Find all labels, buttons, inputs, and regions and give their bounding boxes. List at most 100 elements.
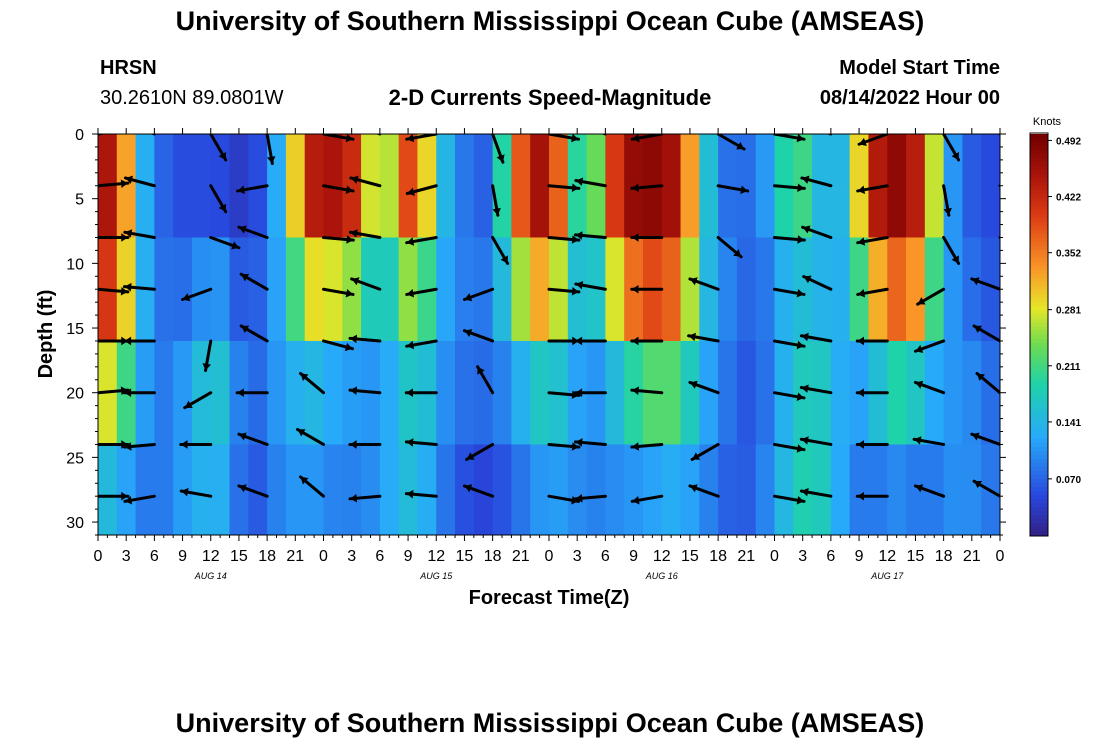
heat-cell (116, 134, 137, 239)
heat-cell (436, 237, 456, 342)
current-vector (209, 235, 241, 250)
current-vector (972, 479, 1000, 498)
current-vector (912, 436, 946, 446)
heat-cell (530, 237, 550, 342)
x-tick-label: 0 (770, 548, 779, 565)
current-vector (630, 284, 664, 294)
heat-cell (849, 134, 870, 239)
current-vector (348, 386, 382, 395)
current-vector (573, 438, 607, 447)
current-vector (802, 275, 833, 291)
y-tick-label: 0 (75, 127, 84, 144)
heat-cell (830, 237, 851, 342)
heat-cell (455, 444, 475, 535)
current-vector (237, 484, 269, 498)
y-tick-label: 10 (66, 256, 84, 273)
current-vector (149, 134, 156, 136)
heat-cell (887, 340, 907, 446)
heat-cell (661, 134, 682, 239)
current-vector (98, 134, 122, 136)
y-tick-label: 15 (66, 321, 84, 338)
heat-cell (924, 444, 945, 535)
day-labels: AUG 14 AUG 15 AUG 16 AUG 17 (194, 571, 905, 581)
colorbar: Knots 0.492 0.422 0.352 0.281 0.211 0.141 0.07… (1029, 116, 1081, 537)
heat-cell (379, 134, 400, 239)
heat-cell (342, 134, 362, 239)
current-vector (404, 438, 438, 447)
heat-cell (699, 134, 719, 239)
heat-cell (361, 237, 381, 342)
current-vector (942, 184, 952, 217)
current-vector (237, 432, 269, 446)
heat-cell (755, 340, 776, 446)
heat-cell (736, 340, 757, 446)
current-vector (857, 134, 889, 146)
heat-cell (191, 444, 212, 535)
current-vector (716, 134, 746, 151)
current-vector (799, 384, 833, 395)
heat-cell (924, 134, 945, 239)
current-vector (547, 494, 581, 505)
heat-cell (229, 444, 249, 535)
x-tick-label: 0 (94, 548, 103, 565)
footer-title: University of Southern Mississippi Ocean… (175, 708, 925, 738)
current-vector (348, 334, 382, 344)
heat-cell (98, 444, 118, 535)
heat-cell (436, 444, 456, 535)
heat-cell (154, 340, 174, 446)
heat-cell (661, 444, 682, 535)
heat-cell (887, 237, 907, 342)
heat-cell (135, 134, 155, 239)
current-vector (773, 287, 806, 298)
current-vector (856, 287, 889, 298)
heat-cell (718, 444, 738, 535)
heat-cell (229, 237, 249, 342)
heat-cell (868, 444, 888, 535)
current-vector (547, 183, 581, 193)
heat-cell (511, 134, 531, 239)
current-vector (265, 134, 276, 166)
current-vector (123, 175, 156, 188)
current-vector (375, 134, 382, 136)
x-tick-label: 3 (798, 548, 807, 565)
heat-cell (342, 237, 362, 342)
current-vector (179, 487, 213, 498)
day-label: AUG 16 (645, 571, 678, 581)
heat-cell (398, 444, 419, 535)
heat-cell (342, 340, 362, 446)
current-vector (690, 442, 720, 461)
heat-cell (229, 134, 249, 239)
current-vector (322, 235, 355, 244)
heat-cell (173, 444, 193, 535)
heat-cell (962, 237, 982, 342)
current-vector (574, 177, 607, 188)
current-vector (855, 440, 889, 449)
y-tick-label: 30 (66, 515, 84, 532)
current-vector (98, 386, 130, 395)
colorbar-unit: Knots (1033, 116, 1062, 128)
y-tick-label: 20 (66, 386, 84, 403)
current-vector (687, 332, 720, 343)
heat-cell (586, 134, 606, 239)
current-vector (349, 175, 382, 188)
heat-cell (285, 134, 306, 239)
heat-cell (191, 237, 212, 342)
heat-cell (849, 237, 870, 342)
heat-cell (304, 134, 325, 239)
current-vector (405, 235, 438, 246)
heat-cell (680, 237, 700, 342)
x-tick-label: 9 (178, 548, 187, 565)
current-vector (179, 440, 213, 449)
x-tick-label: 12 (427, 548, 445, 565)
heat-cell (642, 444, 663, 535)
x-tick-label: 15 (230, 548, 248, 565)
heat-cell (586, 237, 606, 342)
current-vector (122, 388, 156, 397)
heat-cell (304, 237, 325, 342)
heat-cell (755, 237, 776, 342)
heat-cell (530, 444, 550, 535)
current-vector (998, 184, 1000, 188)
heat-cell (718, 340, 738, 446)
current-vector (98, 491, 130, 501)
heat-cell (755, 134, 776, 239)
